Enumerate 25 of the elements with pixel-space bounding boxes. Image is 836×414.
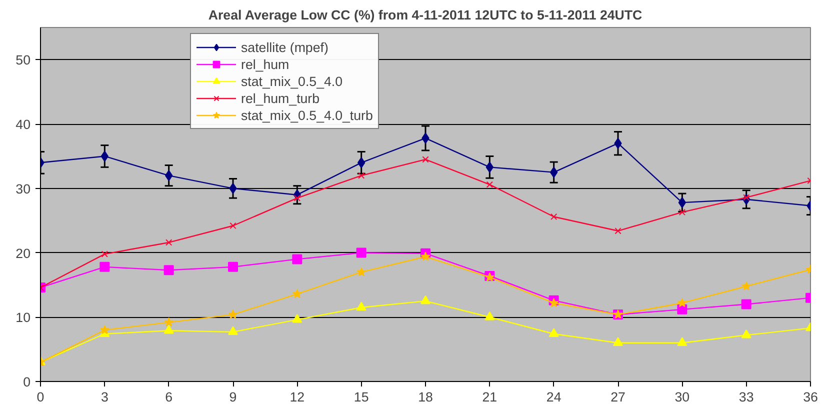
x-tick-label: 15 [354, 390, 369, 404]
x-tick-label: 12 [290, 390, 305, 404]
y-tick-label: 50 [16, 52, 31, 68]
x-tick-label: 24 [546, 390, 562, 404]
legend-label: stat_mix_0.5_4.0_turb [241, 107, 373, 123]
chart-title: Areal Average Low CC (%) from 4-11-2011 12UTC to 5-11-2011 24UTC [208, 8, 643, 22]
x-tick-label: 9 [229, 390, 237, 404]
x-tick-label: 36 [803, 390, 818, 404]
x-tick-label: 30 [674, 390, 690, 404]
x-tick-label: 21 [482, 390, 498, 404]
x-tick-label: 33 [738, 390, 754, 404]
legend-label: rel_hum_turb [241, 90, 320, 106]
x-tick-label: 18 [418, 390, 433, 404]
x-tick-label: 3 [100, 390, 108, 404]
y-tick-label: 30 [16, 181, 31, 196]
y-tick-label: 20 [16, 246, 31, 261]
y-tick-label: 40 [16, 117, 31, 132]
x-tick-label: 27 [610, 390, 626, 404]
legend-label: rel_hum [241, 56, 290, 72]
x-tick-label: 0 [36, 390, 44, 404]
x-tick-label: 6 [165, 390, 173, 404]
y-tick-label: 10 [16, 310, 31, 326]
legend-label: satellite (mpef) [241, 39, 328, 55]
y-tick-label: 0 [23, 374, 31, 390]
legend-label: stat_mix_0.5_4.0 [241, 73, 343, 89]
